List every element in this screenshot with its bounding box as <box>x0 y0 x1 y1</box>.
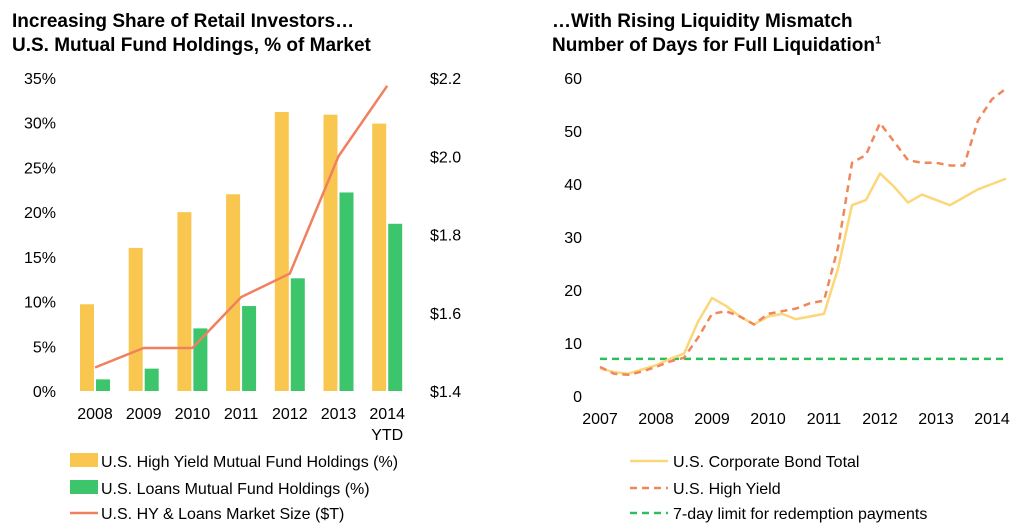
legend-label: U.S. Corporate Bond Total <box>673 454 859 471</box>
corporate-bond-line <box>599 172 1007 375</box>
left-chart-subtitle: U.S. Mutual Fund Holdings, % of Market <box>12 35 371 56</box>
right-y-tick-label: $1.6 <box>430 306 461 323</box>
x-tick-label: 2012 <box>272 406 308 423</box>
high-yield-bar <box>226 194 241 391</box>
right-chart-title: …With Rising Liquidity Mismatch <box>552 11 853 32</box>
left-y-tick-label: 30% <box>24 116 56 133</box>
x-tick-label: 2013 <box>918 411 954 428</box>
legend-swatch <box>70 480 98 494</box>
left-y-tick-label: 35% <box>24 71 56 88</box>
legend-swatch <box>70 453 98 467</box>
legend-label: U.S. HY & Loans Market Size ($T) <box>101 506 344 523</box>
left-chart: 0% 5% 10% 15% 20% 25% 30% 35% $1.4 $1.6 $1.8 $2.0 $2… <box>24 71 461 523</box>
x-tick-label: 2008 <box>638 411 674 428</box>
high-yield-bar <box>323 114 338 391</box>
high-yield-bar <box>80 304 94 391</box>
loans-bar <box>290 278 305 391</box>
y-tick-label: 60 <box>564 71 582 88</box>
loans-bar <box>242 306 257 391</box>
x-tick-label: 2008 <box>77 406 113 423</box>
y-tick-label: 10 <box>564 336 582 353</box>
y-tick-label: 30 <box>564 230 582 247</box>
x-tick-label: 2010 <box>175 406 211 423</box>
high-yield-bar <box>274 111 289 392</box>
loans-bar <box>388 223 403 391</box>
loans-bar <box>96 379 110 391</box>
left-y-tick-label: 20% <box>24 205 56 222</box>
loans-bar <box>193 328 208 391</box>
x-tick-label: 2011 <box>224 406 259 423</box>
x-tick-label: 2011 <box>807 411 842 428</box>
right-y-tick-label: $2.2 <box>430 71 461 88</box>
high-yield-bar <box>372 123 387 391</box>
right-y-tick-label: $1.8 <box>430 228 461 245</box>
high-yield-bar <box>128 247 143 391</box>
x-tick-label: 2013 <box>321 406 357 423</box>
left-y-tick-label: 15% <box>24 250 56 267</box>
loans-bar <box>339 192 354 391</box>
x-tick-label: 2012 <box>862 411 898 428</box>
left-y-tick-label: 10% <box>24 295 56 312</box>
left-y-tick-label: 5% <box>33 339 56 356</box>
legend-label: U.S. High Yield Mutual Fund Holdings (%) <box>101 454 398 471</box>
x-tick-label: 2007 <box>582 411 618 428</box>
left-y-tick-label: 0% <box>33 384 56 401</box>
footnote-marker: 1 <box>875 34 882 47</box>
legend-label: U.S. Loans Mutual Fund Holdings (%) <box>101 481 370 498</box>
right-y-tick-label: $1.4 <box>430 384 461 401</box>
right-chart-subtitle: Number of Days for Full Liquidation <box>552 35 875 56</box>
x-tick-label: 2009 <box>694 411 730 428</box>
x-tick-sublabel: YTD <box>371 427 403 444</box>
x-tick-label: 2009 <box>126 406 162 423</box>
x-tick-label: 2014 <box>974 411 1010 428</box>
y-tick-label: 0 <box>573 389 582 406</box>
y-tick-label: 40 <box>564 177 582 194</box>
high-yield-bar <box>177 212 192 391</box>
x-tick-label: 2010 <box>750 411 786 428</box>
market-size-line <box>94 85 389 369</box>
high-yield-line <box>599 87 1007 377</box>
y-tick-label: 20 <box>564 283 582 300</box>
x-tick-label: 2014 <box>369 406 405 423</box>
loans-bar <box>144 368 159 391</box>
legend-label: U.S. High Yield <box>673 481 781 498</box>
right-chart-subtitle-wrap: Number of Days for Full Liquidation1 <box>552 34 881 58</box>
legend-label: 7-day limit for redemption payments <box>673 506 927 523</box>
right-y-tick-label: $2.0 <box>430 149 461 166</box>
y-tick-label: 50 <box>564 124 582 141</box>
left-chart-title: Increasing Share of Retail Investors… <box>12 11 355 32</box>
left-y-tick-label: 25% <box>24 160 56 177</box>
